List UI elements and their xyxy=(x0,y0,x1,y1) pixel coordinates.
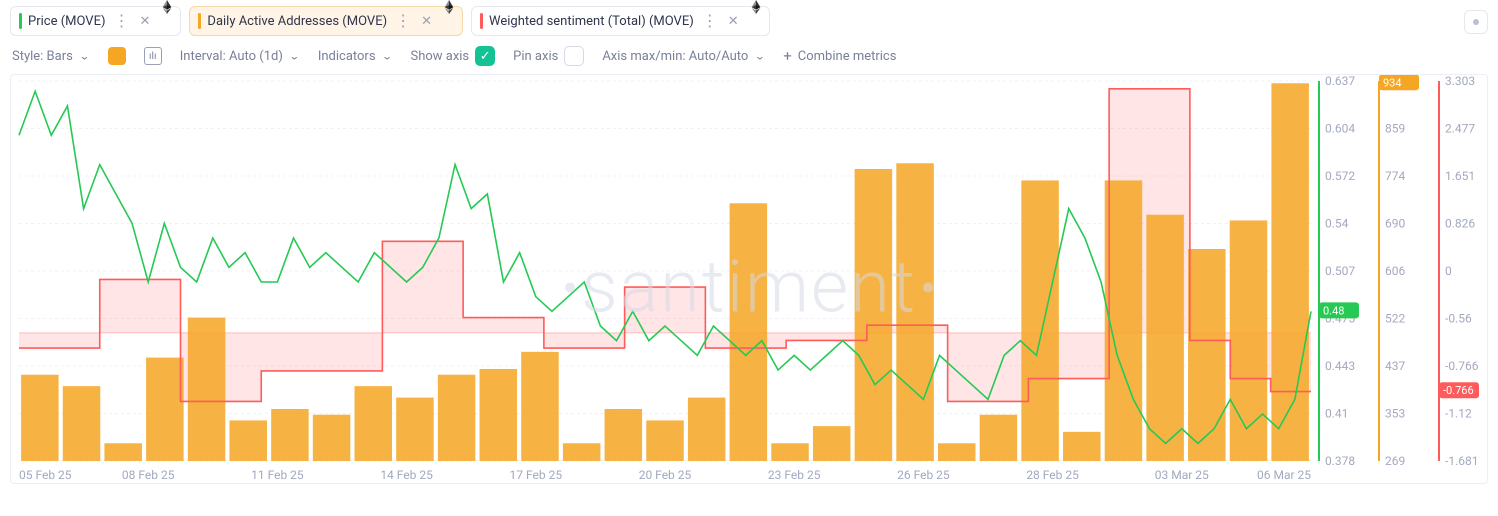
combine-metrics-button[interactable]: + Combine metrics xyxy=(783,47,896,65)
svg-text:859: 859 xyxy=(1385,122,1405,136)
metric-pill-row: Price (MOVE)⋮✕Daily Active Addresses (MO… xyxy=(0,0,1498,42)
style-label: Style: Bars xyxy=(12,49,73,64)
svg-text:0.378: 0.378 xyxy=(1325,454,1355,468)
interval-label: Interval: Auto (1d) xyxy=(180,49,283,64)
chart-area[interactable]: 05 Feb 25 08 Feb 25 11 Feb 25 14 Feb 25 17 F… xyxy=(10,74,1488,484)
svg-text:0.637: 0.637 xyxy=(1325,75,1355,88)
svg-text:0.572: 0.572 xyxy=(1325,169,1355,183)
style-color-swatch[interactable] xyxy=(108,47,126,65)
svg-text:03 Mar 25: 03 Mar 25 xyxy=(1155,468,1209,482)
close-icon[interactable]: ✕ xyxy=(419,14,434,29)
svg-text:0.48: 0.48 xyxy=(1323,304,1344,317)
kebab-icon[interactable]: ⋮ xyxy=(112,16,132,26)
svg-text:269: 269 xyxy=(1385,454,1405,468)
close-icon[interactable]: ✕ xyxy=(726,14,741,29)
metric-pill-2[interactable]: Weighted sentiment (Total) (MOVE) ⋮ ✕ xyxy=(471,6,770,36)
indicators-selector[interactable]: Indicators ⌄ xyxy=(318,49,393,64)
plus-icon: + xyxy=(783,47,792,65)
svg-text:-0.766: -0.766 xyxy=(1445,359,1479,373)
svg-text:522: 522 xyxy=(1385,312,1405,326)
svg-text:353: 353 xyxy=(1385,407,1405,421)
svg-text:28 Feb 25: 28 Feb 25 xyxy=(1026,468,1079,482)
settings-dot-button[interactable] xyxy=(1464,10,1488,34)
chevron-down-icon: ⌄ xyxy=(289,50,300,62)
svg-text:23 Feb 25: 23 Feb 25 xyxy=(768,468,821,482)
svg-text:05 Feb 25: 05 Feb 25 xyxy=(19,468,72,482)
pin-axis-label: Pin axis xyxy=(513,49,558,64)
svg-text:1.651: 1.651 xyxy=(1445,169,1475,183)
svg-text:20 Feb 25: 20 Feb 25 xyxy=(639,468,692,482)
svg-text:14 Feb 25: 14 Feb 25 xyxy=(380,468,433,482)
chart-toolbar: Style: Bars ⌄ ılı Interval: Auto (1d) ⌄ … xyxy=(0,42,1498,74)
svg-text:0.604: 0.604 xyxy=(1325,122,1355,136)
chevron-down-icon: ⌄ xyxy=(382,50,393,62)
checkbox-off-icon xyxy=(564,46,584,66)
bars-icon[interactable]: ılı xyxy=(144,47,162,65)
style-selector[interactable]: Style: Bars ⌄ xyxy=(12,49,90,64)
chart-svg: 05 Feb 25 08 Feb 25 11 Feb 25 14 Feb 25 17 F… xyxy=(11,75,1488,484)
show-axis-label: Show axis xyxy=(410,49,469,64)
svg-text:17 Feb 25: 17 Feb 25 xyxy=(510,468,563,482)
svg-text:774: 774 xyxy=(1385,169,1405,183)
ethereum-icon xyxy=(160,0,174,18)
indicators-label: Indicators xyxy=(318,49,376,64)
pin-axis-toggle[interactable]: Pin axis xyxy=(513,46,584,66)
kebab-icon[interactable]: ⋮ xyxy=(393,16,413,26)
ethereum-icon xyxy=(442,0,456,18)
svg-text:3.303: 3.303 xyxy=(1445,75,1475,88)
combine-label: Combine metrics xyxy=(798,49,897,64)
pill-label: Daily Active Addresses (MOVE) xyxy=(207,14,387,29)
axis-minmax-label: Axis max/min: Auto/Auto xyxy=(602,49,748,64)
svg-text:-0.766: -0.766 xyxy=(1443,384,1474,397)
svg-text:06 Mar 25: 06 Mar 25 xyxy=(1257,468,1311,482)
metric-pill-1[interactable]: Daily Active Addresses (MOVE) ⋮ ✕ xyxy=(189,6,463,36)
svg-text:0.507: 0.507 xyxy=(1325,264,1355,278)
svg-text:0.443: 0.443 xyxy=(1325,359,1355,373)
svg-text:690: 690 xyxy=(1385,217,1405,231)
chevron-down-icon: ⌄ xyxy=(754,50,765,62)
svg-text:-0.56: -0.56 xyxy=(1445,312,1472,326)
pill-color-bar xyxy=(19,13,22,29)
pill-label: Weighted sentiment (Total) (MOVE) xyxy=(489,14,694,29)
ethereum-icon xyxy=(749,0,763,18)
svg-text:934: 934 xyxy=(1383,76,1402,89)
chevron-down-icon: ⌄ xyxy=(79,50,90,62)
svg-text:2.477: 2.477 xyxy=(1445,122,1475,136)
svg-text:437: 437 xyxy=(1385,359,1405,373)
show-axis-toggle[interactable]: Show axis ✓ xyxy=(410,46,495,66)
svg-text:08 Feb 25: 08 Feb 25 xyxy=(122,468,175,482)
kebab-icon[interactable]: ⋮ xyxy=(700,16,720,26)
axis-minmax-selector[interactable]: Axis max/min: Auto/Auto ⌄ xyxy=(602,49,765,64)
svg-text:0: 0 xyxy=(1445,264,1452,278)
svg-text:-1.12: -1.12 xyxy=(1445,407,1472,421)
svg-text:0.41: 0.41 xyxy=(1325,407,1348,421)
svg-text:-1.681: -1.681 xyxy=(1445,454,1478,468)
svg-text:26 Feb 25: 26 Feb 25 xyxy=(897,468,950,482)
pill-color-bar xyxy=(480,13,483,29)
pill-color-bar xyxy=(198,13,201,29)
interval-selector[interactable]: Interval: Auto (1d) ⌄ xyxy=(180,49,300,64)
pill-label: Price (MOVE) xyxy=(28,14,106,29)
svg-text:606: 606 xyxy=(1385,264,1405,278)
metric-pill-0[interactable]: Price (MOVE) ⋮ ✕ xyxy=(10,6,181,36)
svg-text:0.826: 0.826 xyxy=(1445,217,1475,231)
svg-text:0.54: 0.54 xyxy=(1325,217,1349,231)
svg-text:11 Feb 25: 11 Feb 25 xyxy=(251,468,304,482)
close-icon[interactable]: ✕ xyxy=(138,14,153,29)
checkbox-on-icon: ✓ xyxy=(475,46,495,66)
